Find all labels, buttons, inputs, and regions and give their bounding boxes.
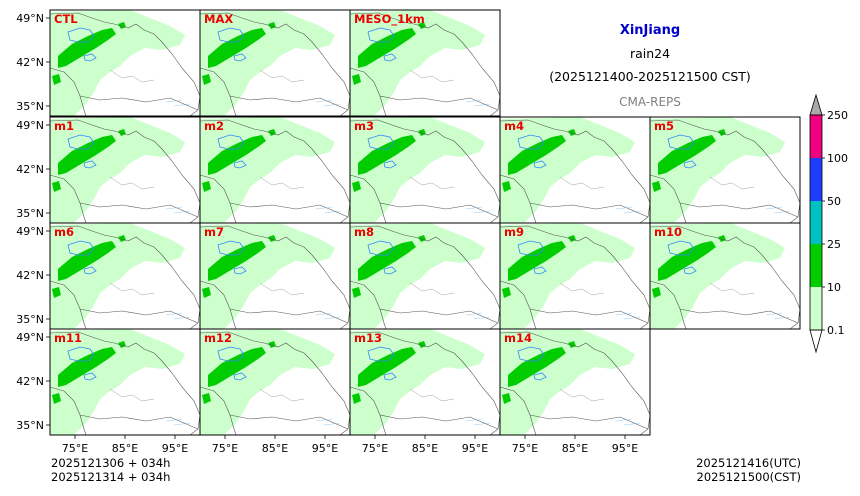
map-panel-m8: m8 [349,222,501,330]
panel-label: MESO_1km [354,12,425,27]
colorbar-level-label: 250 [827,109,848,122]
colorbar-lower-extension [809,329,823,354]
map-panel-grid: CTL MAX MESO_1km m1 m2 m3 m4 m5 m6 m7 m8 m9 m10 m11 m1… [49,9,801,436]
panel-label: m8 [354,225,374,239]
panel-label: m7 [204,225,224,239]
panel-label: m11 [54,331,82,345]
lat-tick-label: 49°N [16,119,44,132]
title-variable: rain24 [630,46,670,61]
lat-tick-label: 35°N [16,100,44,113]
lon-tick-label: 95°E [462,442,488,455]
map-panel-m11: m11 [49,328,201,436]
lat-tick-label: 49°N [16,331,44,344]
lat-tick-label: 35°N [16,207,44,220]
lon-tick-label: 75°E [512,442,538,455]
lon-tick-label: 95°E [612,442,638,455]
panel-label: m4 [504,119,524,133]
axis-labels: 49°N 42°N 35°N 49°N 42°N 35°N 49°N 42°N 35°N 49°N… [16,12,638,455]
colorbar-band [810,115,822,158]
lon-tick-label: 95°E [312,442,338,455]
lat-tick-label: 49°N [16,12,44,25]
panel-label: m3 [354,119,374,133]
title-period: (2025121400-2025121500 CST) [549,69,751,84]
lat-tick-label: 42°N [16,375,44,388]
colorbar-band [810,158,822,201]
panel-label: m14 [504,331,532,345]
colorbar-level-label: 0.1 [827,324,845,337]
map-panel-m5: m5 [649,116,801,224]
map-panel-m12: m12 [199,328,351,436]
init-time-utc: 2025121306 + 034h [51,456,170,470]
colorbar-level-label: 10 [827,281,841,294]
lon-tick-label: 85°E [562,442,588,455]
colorbar: 0.1 10 25 50 100 250 [809,93,848,354]
map-panel-m7: m7 [199,222,351,330]
panel-label: m5 [654,119,674,133]
init-time-cst: 2025121314 + 034h [51,470,170,484]
lon-tick-label: 85°E [412,442,438,455]
lon-tick-label: 95°E [162,442,188,455]
colorbar-band [810,201,822,244]
map-panel-m13: m13 [349,328,501,436]
lon-tick-label: 85°E [112,442,138,455]
map-panel-m6: m6 [49,222,201,330]
panel-label: m10 [654,225,682,239]
valid-time-cst: 2025121500(CST) [697,470,802,484]
lat-tick-label: 42°N [16,56,44,69]
map-panel-m10: m10 [649,222,801,330]
lat-tick-label: 42°N [16,269,44,282]
panel-label: m6 [54,225,74,239]
lat-tick-label: 42°N [16,163,44,176]
map-panel-ctl: CTL [49,9,201,117]
panel-label: m9 [504,225,524,239]
colorbar-level-label: 50 [827,195,841,208]
lat-tick-label: 35°N [16,419,44,432]
panel-label: MAX [204,12,233,26]
panel-label: m1 [54,119,74,133]
valid-time-utc: 2025121416(UTC) [696,456,801,470]
title-model: CMA-REPS [619,95,681,109]
map-panel-m9: m9 [499,222,651,330]
colorbar-level-label: 25 [827,238,841,251]
title-region: XinJiang [620,23,680,38]
panel-frame [349,9,501,117]
map-panel-meso_1km: MESO_1km [349,9,501,117]
panel-label: m2 [204,119,224,133]
map-panel-m2: m2 [199,116,351,224]
lon-tick-label: 75°E [62,442,88,455]
lon-tick-label: 85°E [262,442,288,455]
map-panel-m14: m14 [499,328,651,436]
colorbar-band [810,287,822,330]
panel-label: m12 [204,331,232,345]
map-panel-max: MAX [199,9,351,117]
panel-label: CTL [54,12,78,26]
map-panel-m4: m4 [499,116,651,224]
map-panel-m1: m1 [49,116,201,224]
colorbar-level-label: 100 [827,152,848,165]
map-panel-m3: m3 [349,116,501,224]
lon-tick-label: 75°E [362,442,388,455]
colorbar-upper-extension [809,93,823,116]
panel-label: m13 [354,331,382,345]
panel-frame [649,222,801,330]
lat-tick-label: 49°N [16,225,44,238]
lat-tick-label: 35°N [16,313,44,326]
lon-tick-label: 75°E [212,442,238,455]
colorbar-band [810,244,822,287]
